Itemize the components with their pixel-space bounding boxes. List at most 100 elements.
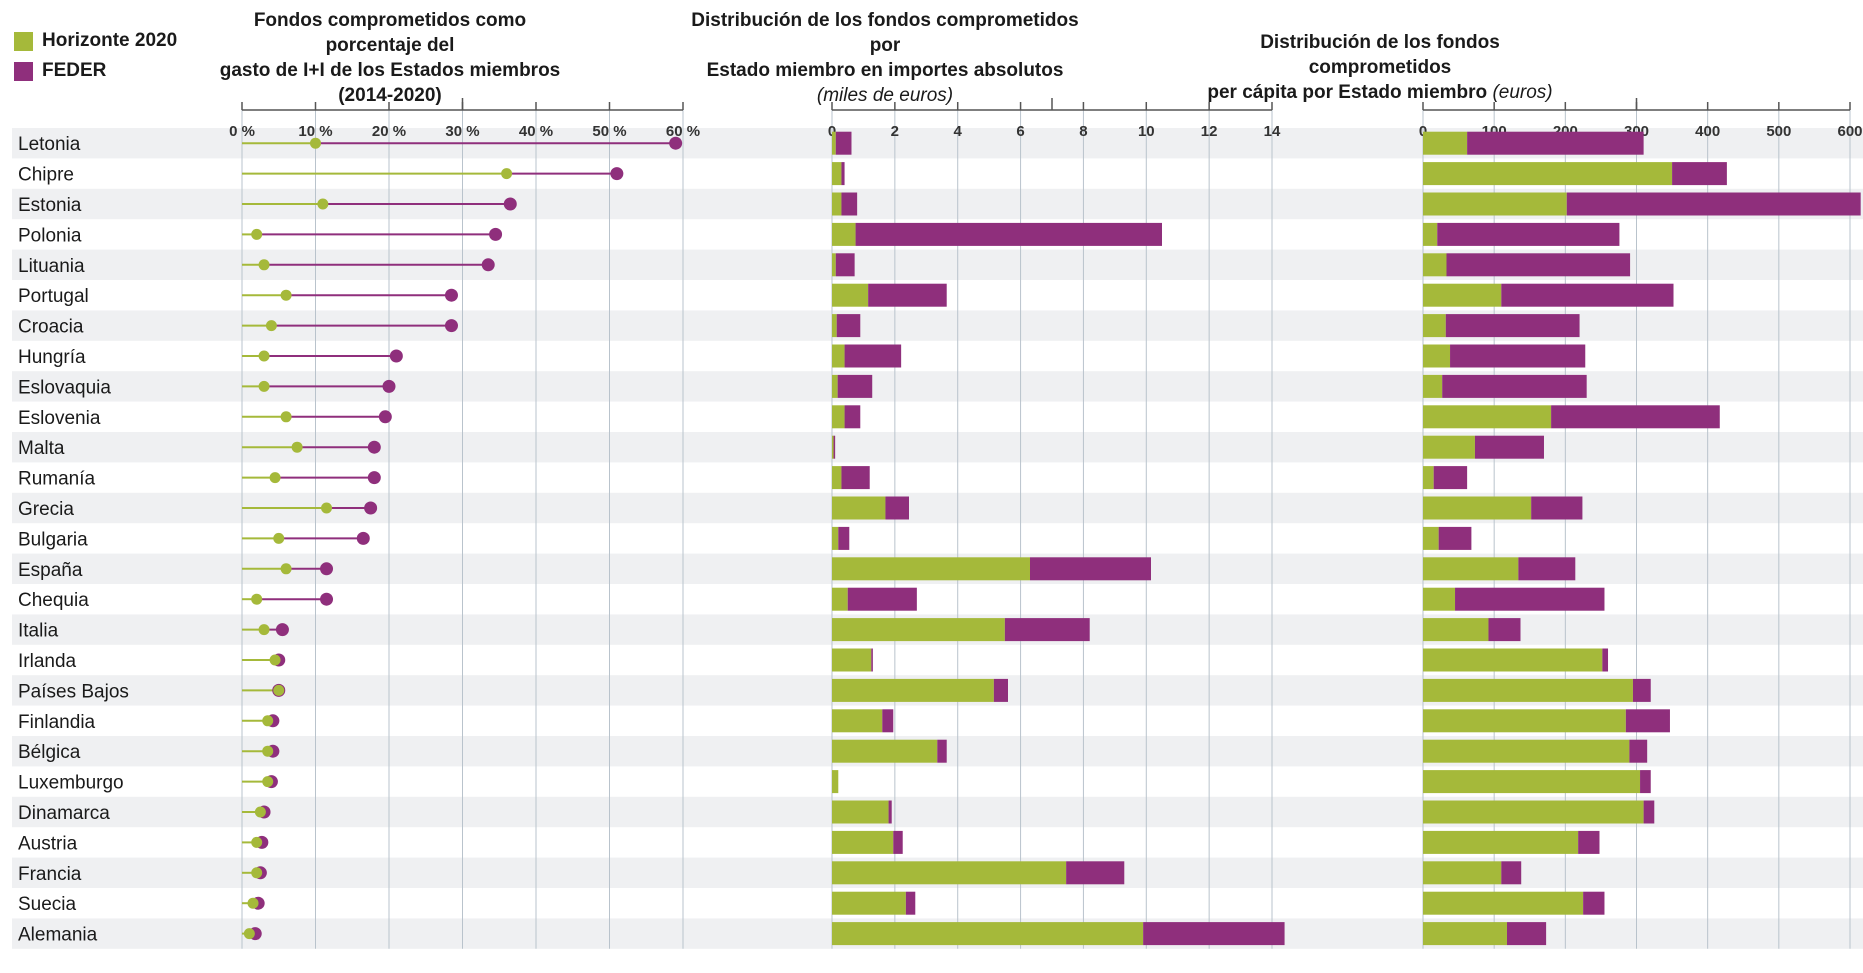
tick-label: 0 % (229, 123, 255, 140)
feder-dot (356, 531, 370, 545)
h2020-dot (269, 472, 281, 484)
feder-bar (1640, 770, 1651, 794)
h2020-bar (1423, 405, 1552, 429)
panel-2-title-line2: Estado miembro en importes absolutos (706, 60, 1064, 81)
h2020-dot (280, 289, 292, 301)
category-label: Eslovaquia (18, 377, 111, 398)
panel-2-subtitle: (miles de euros) (816, 85, 954, 106)
category-label: Países Bajos (18, 681, 129, 702)
category-label: Hungría (18, 347, 86, 368)
tick-label: 600 (1837, 123, 1862, 140)
h2020-bar (832, 770, 839, 794)
feder-bar (841, 192, 858, 216)
feder-dot (320, 562, 334, 576)
h2020-dot (291, 441, 303, 453)
h2020-dot (321, 502, 333, 514)
category-label: Letonia (18, 134, 81, 155)
tick-label: 50 % (592, 123, 626, 140)
panel-1-title-line3: (2014-2020) (338, 85, 442, 106)
h2020-bar (832, 405, 845, 429)
tick-label: 12 (1201, 123, 1218, 140)
feder-bar (1066, 861, 1125, 885)
h2020-dot (251, 867, 263, 879)
feder-bar (1506, 922, 1547, 946)
feder-bar (993, 678, 1008, 702)
feder-bar (1455, 587, 1605, 611)
feder-dot (364, 501, 378, 515)
feder-bar (1551, 405, 1720, 429)
h2020-bar (832, 922, 1144, 946)
h2020-bar (1423, 891, 1584, 915)
legend-item-feder: FEDER (14, 56, 177, 86)
feder-bar (837, 374, 873, 398)
h2020-bar (832, 131, 836, 155)
feder-bar (838, 526, 850, 550)
tick-label: 10 (1138, 123, 1155, 140)
feder-bar (1625, 709, 1670, 733)
h2020-bar (1423, 526, 1439, 550)
feder-bar (937, 739, 947, 763)
category-label: Croacia (18, 317, 84, 338)
tick-label: 6 (1016, 123, 1024, 140)
feder-bar (1501, 861, 1522, 885)
feder-bar (1030, 557, 1151, 581)
h2020-bar (1423, 131, 1468, 155)
feder-bar (1632, 678, 1651, 702)
h2020-bar (1423, 435, 1475, 459)
panel-3-unit: (euros) (1492, 82, 1553, 103)
feder-bar (1531, 496, 1583, 520)
feder-dot (389, 349, 403, 363)
h2020-bar (832, 618, 1005, 642)
category-label: Suecia (18, 894, 77, 915)
panel-2-title-line1: Distribución de los fondos comprometidos… (691, 10, 1079, 56)
category-label: Bélgica (18, 742, 81, 763)
h2020-bar (1423, 192, 1567, 216)
feder-bar (1578, 830, 1600, 854)
feder-bar (871, 648, 873, 672)
panel-3-title: Distribución de los fondos comprometidos… (1195, 30, 1565, 105)
feder-bar (836, 314, 861, 338)
h2020-bar (832, 344, 845, 368)
feder-bar (1501, 283, 1674, 307)
h2020-dot (258, 259, 270, 271)
tick-label: 20 % (372, 123, 406, 140)
category-label: Estonia (18, 195, 82, 216)
h2020-bar (1423, 162, 1673, 186)
h2020-bar (832, 709, 883, 733)
panel-2-title: Distribución de los fondos comprometidos… (678, 8, 1092, 108)
feder-bar (905, 891, 916, 915)
h2020-bar (1423, 800, 1644, 824)
feder-bar (1445, 314, 1580, 338)
feder-bar (1467, 131, 1644, 155)
tick-label: 14 (1264, 123, 1281, 140)
h2020-bar (1423, 770, 1641, 794)
h2020-bar (1423, 466, 1434, 490)
category-label: Italia (18, 621, 59, 642)
tick-label: 4 (954, 123, 963, 140)
h2020-dot (269, 654, 281, 666)
h2020-bar (832, 314, 837, 338)
feder-bar (833, 435, 836, 459)
legend-label-h2020: Horizonte 2020 (42, 30, 178, 51)
feder-bar (888, 800, 892, 824)
feder-dot (669, 136, 683, 150)
h2020-dot (243, 928, 255, 940)
feder-bar (844, 344, 902, 368)
category-label: Lituania (18, 256, 85, 277)
category-label: Irlanda (18, 651, 77, 672)
category-label: Chipre (18, 165, 74, 186)
h2020-dot (317, 198, 329, 210)
h2020-dot (273, 684, 285, 696)
h2020-dot (251, 228, 263, 240)
h2020-bar (1423, 861, 1502, 885)
legend: Horizonte 2020 FEDER (14, 26, 177, 86)
category-label: Malta (18, 438, 65, 459)
feder-dot (444, 288, 458, 302)
h2020-dot (310, 137, 321, 149)
h2020-bar (832, 253, 836, 277)
h2020-bar (832, 526, 839, 550)
tick-label: 10 % (298, 123, 332, 140)
h2020-dot (258, 380, 270, 392)
panel-3-title-line2-text: per cápita por Estado miembro (1207, 82, 1488, 103)
h2020-bar (832, 192, 842, 216)
